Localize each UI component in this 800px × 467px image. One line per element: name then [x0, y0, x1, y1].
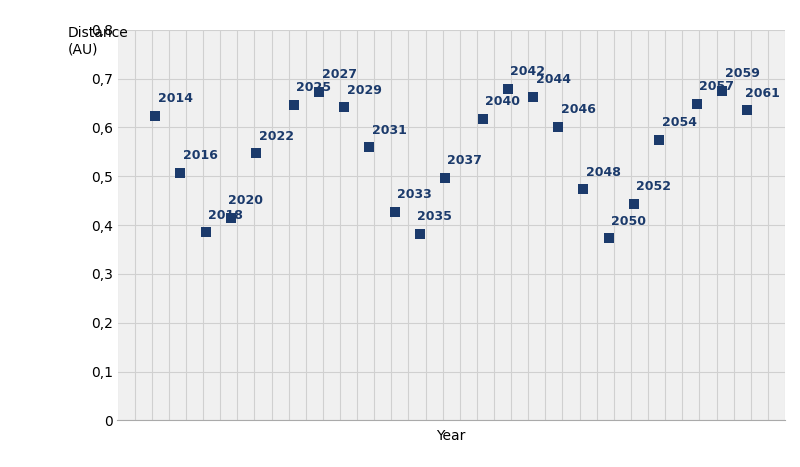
Text: 2042: 2042: [510, 65, 546, 78]
Text: Distance
(AU): Distance (AU): [67, 26, 128, 56]
Text: 2025: 2025: [296, 81, 331, 94]
Text: 2035: 2035: [418, 210, 452, 223]
Point: [174, 169, 187, 177]
Point: [602, 234, 615, 242]
Point: [287, 101, 300, 108]
Point: [476, 115, 489, 122]
Text: 2052: 2052: [636, 180, 671, 193]
Text: 2037: 2037: [447, 154, 482, 167]
Point: [199, 229, 212, 236]
Point: [338, 104, 350, 111]
Point: [690, 100, 703, 108]
Text: 2061: 2061: [745, 87, 779, 99]
Point: [653, 136, 666, 144]
Text: 2027: 2027: [322, 68, 357, 81]
Point: [414, 230, 426, 238]
Text: 2020: 2020: [228, 194, 263, 207]
Point: [552, 123, 565, 131]
Text: 2046: 2046: [561, 103, 596, 116]
Text: 2048: 2048: [586, 166, 621, 179]
Text: 2044: 2044: [536, 73, 570, 86]
Text: 2059: 2059: [725, 67, 759, 80]
Text: 2014: 2014: [158, 92, 193, 106]
Point: [438, 174, 451, 182]
Point: [363, 144, 376, 151]
Point: [388, 208, 401, 216]
Text: 2054: 2054: [662, 116, 697, 129]
Text: 2050: 2050: [611, 214, 646, 227]
Point: [577, 186, 590, 193]
X-axis label: Year: Year: [437, 429, 466, 443]
Text: 2018: 2018: [208, 209, 243, 222]
Point: [225, 214, 238, 221]
Text: 2022: 2022: [258, 130, 294, 142]
Point: [313, 88, 326, 96]
Point: [250, 149, 262, 157]
Point: [716, 87, 729, 95]
Point: [627, 200, 640, 208]
Point: [502, 85, 514, 92]
Text: 2029: 2029: [346, 84, 382, 97]
Text: 2040: 2040: [486, 95, 520, 108]
Point: [149, 113, 162, 120]
Text: 2016: 2016: [183, 149, 218, 162]
Text: 2033: 2033: [397, 188, 432, 201]
Text: 2057: 2057: [699, 80, 734, 93]
Point: [526, 93, 539, 100]
Text: 2031: 2031: [372, 124, 406, 137]
Point: [741, 106, 754, 114]
